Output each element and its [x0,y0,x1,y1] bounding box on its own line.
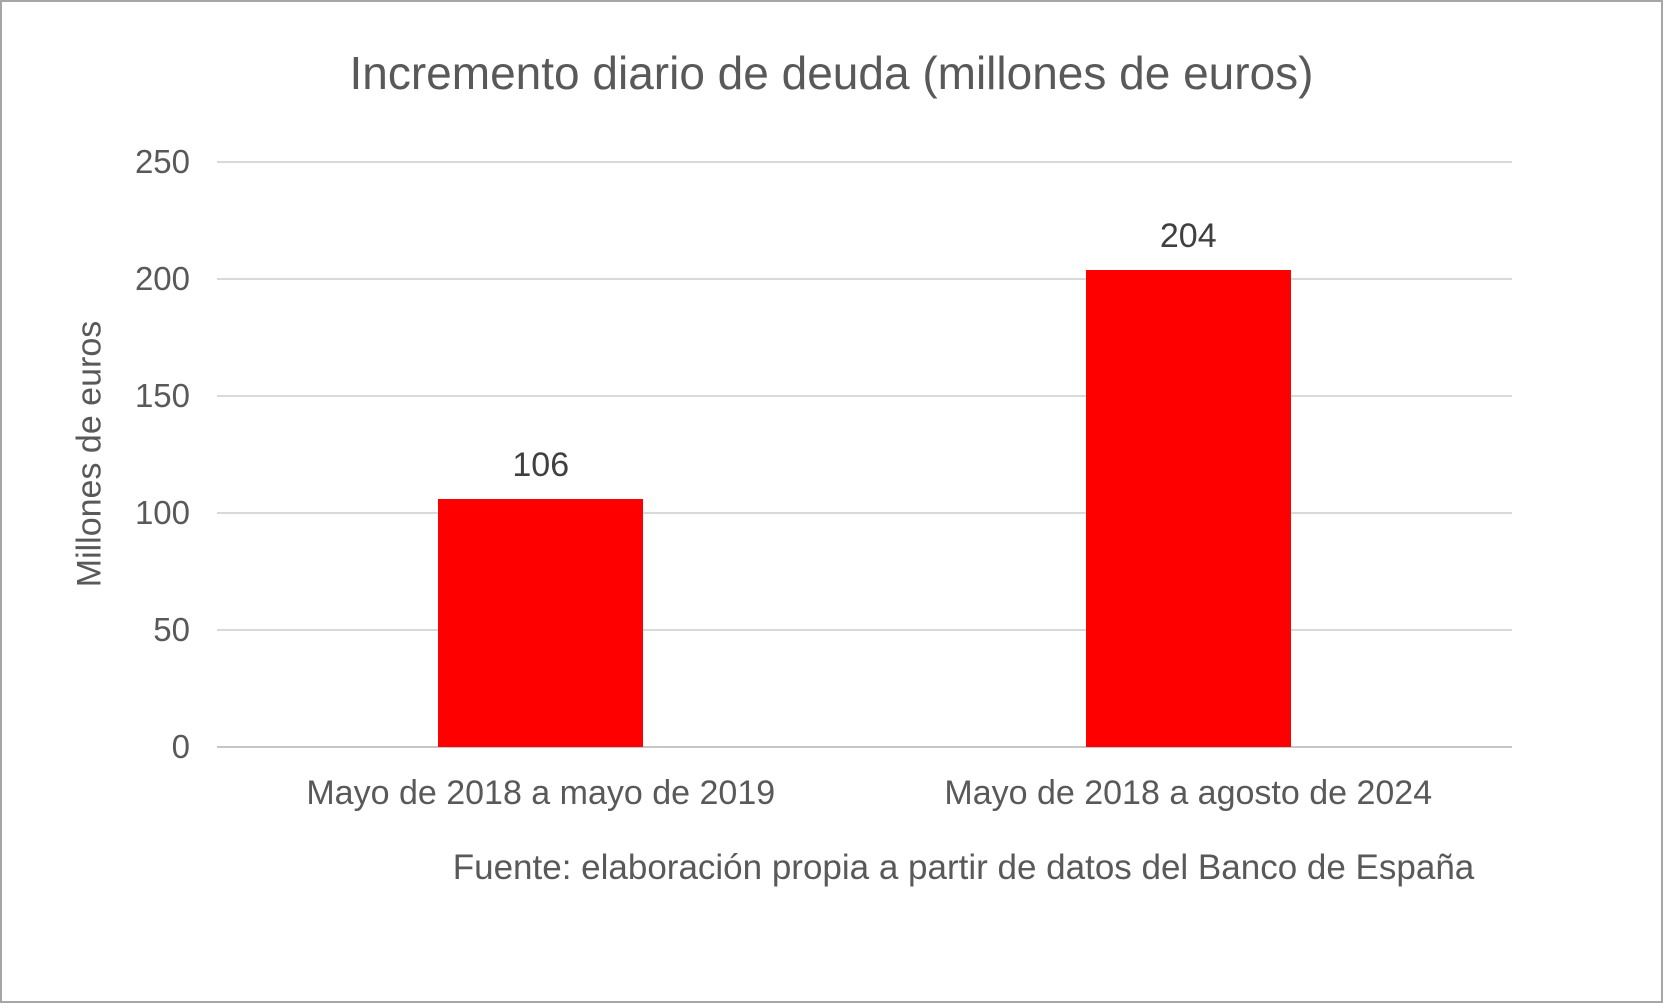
source-note: Fuente: elaboración propia a partir de d… [452,848,1475,887]
y-axis-tick-label: 200 [134,260,190,297]
gridline [217,161,1512,163]
category-label-2: Mayo de 2018 a agosto de 2024 [944,774,1433,812]
y-axis-tick-label: 150 [134,377,190,414]
y-axis-tick-label: 0 [171,728,190,765]
data-label-1: 106 [512,445,570,484]
gridlines-layer [217,161,1512,748]
category-label-1: Mayo de 2018 a mayo de 2019 [306,774,776,812]
data-label-2: 204 [1159,216,1217,255]
bar-1 [438,498,644,747]
x-axis-line [217,746,1512,748]
plot-area: 106 204 [217,161,1512,748]
y-axis-tick-labels: 0 50 100 150 200 250 [2,143,190,765]
gridline [217,395,1512,397]
y-axis-tick-label: 50 [153,611,190,648]
chart-title: Incremento diario de deuda (millones de … [349,47,1314,99]
x-axis-category-labels: Mayo de 2018 a mayo de 2019 Mayo de 2018 … [217,774,1512,824]
y-axis-tick-label: 250 [134,143,190,180]
y-axis-tick-label: 100 [134,494,190,531]
gridline [217,512,1512,514]
gridline [217,629,1512,631]
gridline [217,278,1512,280]
bar-2 [1085,269,1291,747]
bars-layer: 106 204 [217,162,1512,747]
